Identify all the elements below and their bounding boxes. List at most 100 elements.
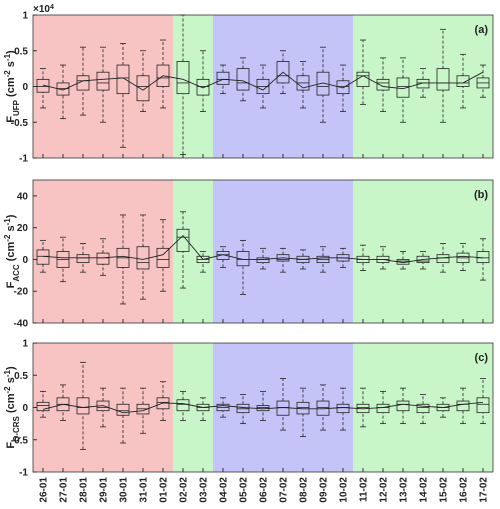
- box: [76, 397, 90, 415]
- plot-frame: [32, 342, 494, 473]
- y-tick-label: -0.5: [11, 118, 29, 129]
- label-part: (cm: [5, 393, 17, 416]
- y-tick-label: 0: [22, 82, 28, 93]
- box: [116, 403, 130, 416]
- period-shading: [33, 15, 173, 158]
- box: [196, 78, 210, 96]
- x-tick-label: 08-02: [299, 477, 310, 503]
- box: [236, 251, 250, 267]
- label-part: (cm: [5, 77, 17, 100]
- label-part: s: [5, 61, 17, 70]
- panel-label: (c): [475, 352, 489, 364]
- x-tick-label: 04-02: [219, 477, 230, 503]
- box: [376, 78, 390, 91]
- mean-line: [42, 234, 484, 264]
- box: [36, 401, 50, 412]
- x-tick-label: 05-02: [239, 477, 250, 503]
- label-part: F: [5, 116, 17, 123]
- y-axis-label: FACC (cm-2 s-1): [3, 214, 21, 288]
- plot-frame: [32, 179, 494, 324]
- y-axis-label: FUFP (cm-2 s-1): [3, 50, 21, 123]
- box: [76, 75, 90, 91]
- label-part: F: [5, 281, 17, 288]
- x-tick-label: 13-02: [399, 477, 410, 503]
- x-tick-label: 01-02: [159, 477, 170, 503]
- box: [276, 254, 290, 262]
- x-tick-label: 17-02: [479, 477, 490, 503]
- x-tick-label: 30-01: [119, 477, 130, 503]
- box: [96, 252, 110, 265]
- x-tick-label: 02-02: [179, 477, 190, 503]
- label-sup: -2: [3, 386, 12, 394]
- box: [156, 247, 170, 268]
- label-part: ): [5, 50, 17, 54]
- box: [256, 257, 270, 264]
- box: [156, 64, 170, 87]
- x-tick-label: 15-02: [439, 477, 450, 503]
- box: [176, 61, 190, 95]
- box: [116, 64, 130, 95]
- x-tick-label: 31-01: [139, 477, 150, 503]
- box: [76, 254, 90, 264]
- y-tick-label: 0: [22, 255, 28, 266]
- y-tick-label: 40: [17, 191, 29, 202]
- box: [416, 403, 430, 414]
- box: [316, 71, 330, 96]
- period-shading: [213, 180, 353, 323]
- label-part: (cm: [5, 241, 17, 264]
- box: [216, 251, 230, 260]
- x-tick-label: 06-02: [259, 477, 270, 503]
- box: [416, 255, 430, 264]
- box: [476, 397, 490, 414]
- box: [176, 228, 190, 252]
- y-tick-label: 0.5: [14, 371, 28, 382]
- box: [276, 61, 290, 84]
- y-tick-label: -40: [14, 319, 29, 330]
- label-part: F: [5, 442, 17, 449]
- label-part: ×10: [33, 4, 50, 15]
- mean-line: [42, 71, 484, 91]
- box: [36, 78, 50, 93]
- y-tick-label: -1: [19, 154, 28, 165]
- y-tick-label: 0.5: [14, 46, 28, 57]
- y-tick-label: 20: [17, 223, 29, 234]
- label-sub: ACC: [12, 264, 21, 282]
- x-tick-label: 27-01: [59, 477, 70, 503]
- box: [96, 71, 110, 91]
- box: [456, 75, 470, 87]
- label-sup: -1: [3, 370, 12, 378]
- label-part: s: [5, 225, 17, 234]
- label-sup: -1: [3, 218, 12, 226]
- box: [376, 403, 390, 414]
- x-tick-label: 11-02: [359, 477, 370, 502]
- x-tick-label: 12-02: [379, 477, 390, 503]
- box: [416, 78, 430, 89]
- y-tick-label: -1: [19, 468, 28, 479]
- label-part: s: [5, 377, 17, 386]
- x-tick-label: 14-02: [419, 477, 430, 503]
- x-tick-label: 26-01: [39, 477, 50, 503]
- label-part: ): [5, 214, 17, 218]
- x-tick-label: 29-01: [99, 477, 110, 503]
- box: [136, 75, 150, 102]
- box: [336, 80, 350, 95]
- x-tick-label: 16-02: [459, 477, 470, 503]
- period-shading: [353, 15, 493, 158]
- label-sub: UFP: [12, 99, 21, 116]
- y-tick-label: -0.5: [11, 435, 29, 446]
- box: [396, 400, 410, 412]
- box: [236, 68, 250, 91]
- y-tick-label: -20: [14, 287, 29, 298]
- x-tick-label: 09-02: [319, 477, 330, 503]
- axis-multiplier: ×104: [33, 4, 54, 16]
- x-tick-label: 03-02: [199, 477, 210, 503]
- y-tick-label: 0: [22, 403, 28, 414]
- y-tick-label: 1: [22, 339, 28, 350]
- x-tick-label: 28-01: [79, 477, 90, 503]
- box: [436, 68, 450, 91]
- panel-label: (b): [474, 189, 488, 201]
- box: [456, 400, 470, 412]
- label-sup: -2: [3, 234, 12, 242]
- label-part: ): [5, 366, 17, 370]
